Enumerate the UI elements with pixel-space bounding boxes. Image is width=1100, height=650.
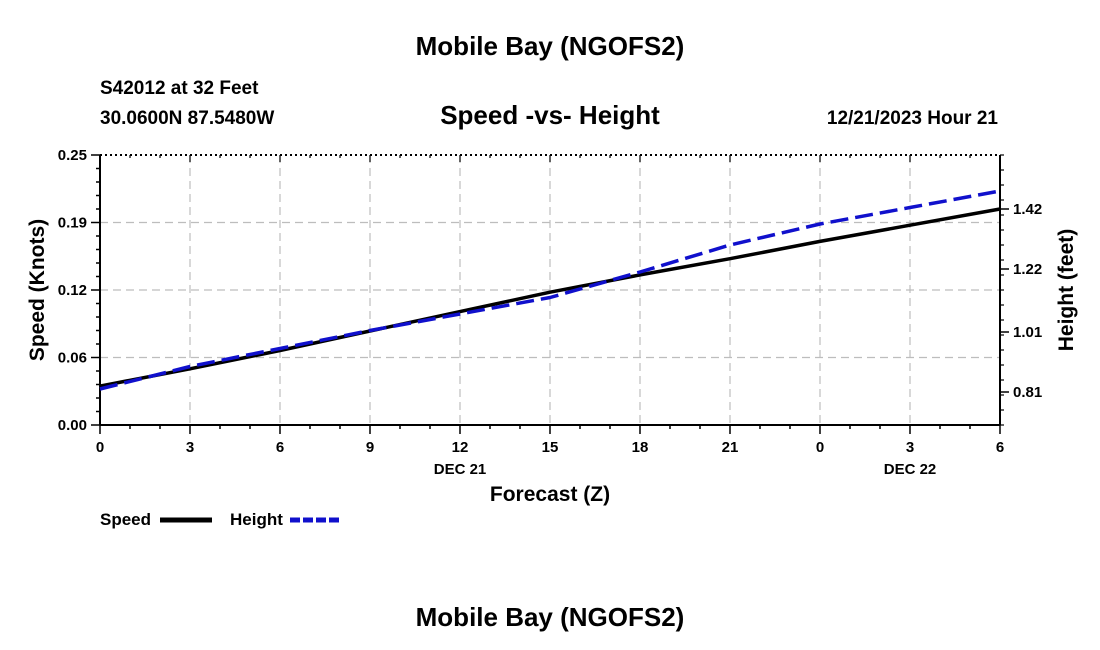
x-tick-label: 0 [816, 439, 824, 456]
legend: Speed Height [100, 510, 342, 529]
y-right-tick-label: 0.81 [1013, 384, 1042, 401]
x-tick-label: 21 [722, 439, 739, 456]
series-line-height [99, 189, 1001, 391]
footer-title: Mobile Bay (NGOFS2) [416, 602, 685, 632]
y-axis-left-title: Speed (Knots) [26, 219, 49, 361]
tick-labels: 0 3 6 9 12 15 18 21 0 3 6 DEC 21 DEC 22 0.00 0.06 0.12 0… [58, 147, 1042, 478]
axes [91, 154, 1009, 434]
page-title: Mobile Bay (NGOFS2) [416, 31, 685, 61]
forecast-datetime: 12/21/2023 Hour 21 [827, 108, 999, 129]
x-tick-label: 18 [632, 439, 649, 456]
x-tick-label: 3 [906, 439, 914, 456]
chart-title: Speed -vs- Height [440, 100, 660, 130]
y-left-tick-label: 0.06 [58, 350, 87, 367]
x-tick-label: 6 [276, 439, 284, 456]
y-right-tick-label: 1.42 [1013, 201, 1042, 218]
y-right-tick-label: 1.01 [1013, 324, 1042, 341]
x-date-label: DEC 22 [884, 461, 937, 478]
x-axis-title: Forecast (Z) [490, 483, 610, 506]
x-tick-label: 3 [186, 439, 194, 456]
x-tick-label: 12 [452, 439, 469, 456]
x-tick-label: 6 [996, 439, 1004, 456]
legend-height-label: Height [230, 510, 283, 529]
x-tick-label: 9 [366, 439, 374, 456]
y-left-tick-label: 0.25 [58, 147, 87, 164]
station-label: S42012 at 32 Feet [100, 78, 259, 99]
y-left-tick-label: 0.00 [58, 417, 87, 434]
y-left-tick-label: 0.19 [58, 215, 87, 232]
legend-speed-label: Speed [100, 510, 151, 529]
grid [100, 155, 1000, 425]
series-lines [99, 189, 1001, 391]
x-date-label: DEC 21 [434, 461, 487, 478]
y-axis-right-title: Height (feet) [1055, 229, 1078, 352]
series-line-speed [99, 207, 1001, 388]
y-left-tick-label: 0.12 [58, 282, 87, 299]
x-tick-label: 0 [96, 439, 104, 456]
y-right-tick-label: 1.22 [1013, 261, 1042, 278]
x-tick-label: 15 [542, 439, 559, 456]
station-coordinates: 30.0600N 87.5480W [100, 108, 274, 129]
